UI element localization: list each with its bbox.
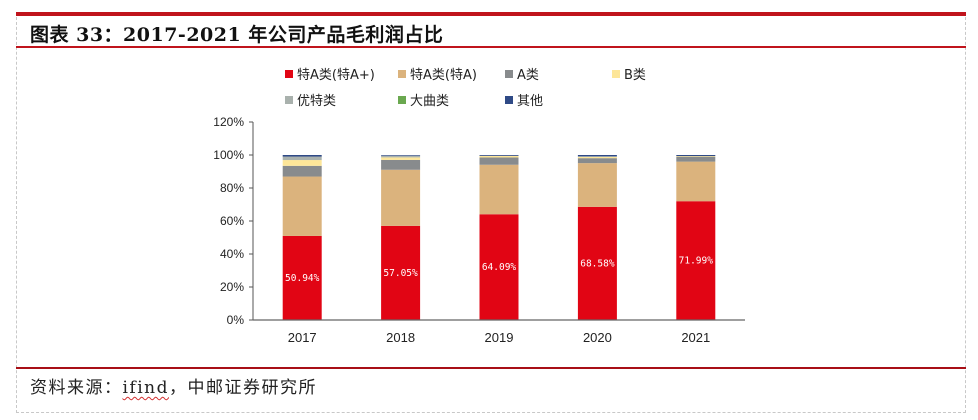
y-tick-label: 120% (213, 115, 244, 129)
bar-segment (479, 214, 519, 320)
bar-segment (676, 156, 716, 162)
bars: 50.94% 57.05% 64.09% 68.58% 71.99% (282, 155, 716, 320)
bar-segment (282, 160, 322, 166)
bar-segment (479, 155, 519, 158)
bar-segment (282, 235, 322, 320)
x-tick-label: 2021 (681, 330, 710, 345)
source-rule (16, 367, 966, 369)
legend-label: 其他 (517, 94, 543, 109)
x-tick-label: 2019 (485, 330, 514, 345)
y-tick-label: 0% (227, 313, 245, 327)
y-tick-label: 20% (220, 280, 244, 294)
bar-segment (381, 169, 421, 226)
bar-segment (282, 155, 322, 157)
bar-segment (282, 176, 322, 236)
x-tick-label: 2017 (288, 330, 317, 345)
legend-label: 优特类 (297, 94, 336, 109)
bar-segment (676, 156, 716, 157)
top-rule (16, 12, 966, 16)
source-suffix: ，中邮证券研究所 (169, 378, 317, 398)
legend-swatch (285, 70, 293, 78)
source-note: 资料来源：ifind，中邮证券研究所 (30, 373, 317, 398)
legend-swatch (285, 96, 293, 104)
legend-label: B类 (624, 68, 646, 83)
data-label: 68.58% (580, 258, 615, 269)
bar-segment (676, 161, 716, 202)
bar-segment (381, 155, 421, 156)
legend-label: 特A类(特A+) (297, 68, 375, 83)
bar-segment (676, 155, 716, 157)
y-tick-label: 40% (220, 247, 244, 261)
bar-segment (282, 165, 322, 177)
data-label: 71.99% (679, 256, 714, 267)
bar-segment (381, 159, 421, 170)
legend-label: 大曲类 (410, 94, 449, 109)
data-label: 50.94% (285, 273, 320, 284)
source-link: ifind (122, 378, 169, 398)
source-prefix: 资料来源： (30, 378, 123, 398)
bar-segment (381, 155, 421, 158)
y-tick-label: 60% (220, 214, 244, 228)
legend-swatch (398, 96, 406, 104)
bar-segment (577, 206, 617, 320)
bar-segment (479, 155, 519, 156)
bar-segment (282, 156, 322, 161)
bar-segment (577, 156, 617, 159)
y-tick-label: 100% (213, 148, 244, 162)
data-label: 57.05% (383, 268, 418, 279)
x-tick-label: 2020 (583, 330, 612, 345)
bar-segment (479, 164, 519, 215)
y-tick-label: 80% (220, 181, 244, 195)
bar-segment (479, 157, 519, 165)
figure-title: 图表 33：2017-2021 年公司产品毛利润占比 (30, 24, 444, 46)
data-label: 64.09% (482, 262, 517, 273)
legend-label: A类 (517, 68, 539, 83)
legend-swatch (612, 70, 620, 78)
title-rule (16, 46, 966, 48)
bar-segment (577, 163, 617, 207)
legend-swatch (398, 70, 406, 78)
figure-frame (16, 12, 966, 413)
legend-swatch (505, 96, 513, 104)
y-axis: 0% 20% 40% 60% 80% 100% 120% (213, 115, 254, 327)
legend-swatch (505, 70, 513, 78)
bar-segment (577, 155, 617, 157)
bar-segment (577, 156, 617, 157)
bar-segment (381, 157, 421, 160)
x-axis: 2017 2018 2019 2020 2021 (253, 319, 745, 345)
legend-label: 特A类(特A) (410, 68, 477, 83)
bar-segment (381, 225, 421, 320)
bar-segment (676, 201, 716, 320)
bar-segment (577, 158, 617, 164)
x-tick-label: 2018 (386, 330, 415, 345)
